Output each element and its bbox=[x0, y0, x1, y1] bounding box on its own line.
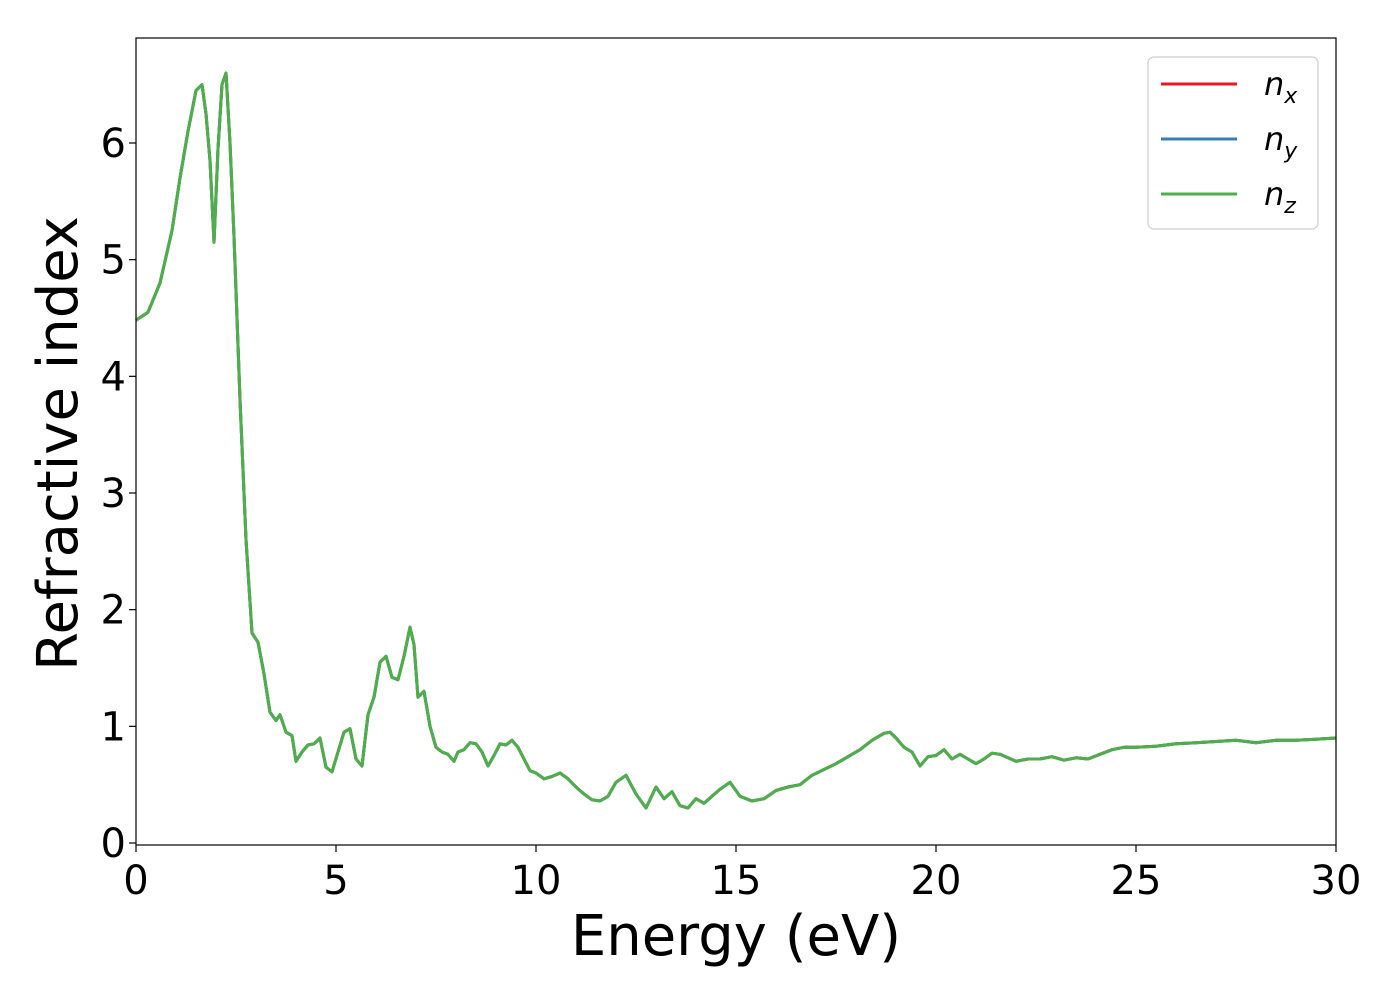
plot-area-frame bbox=[135, 37, 1337, 846]
legend-label-n_z: nz bbox=[1264, 175, 1296, 219]
legend: nx ny nz bbox=[1147, 56, 1319, 230]
y-tick-label: 6 bbox=[101, 121, 126, 167]
y-tick-label: 1 bbox=[101, 704, 126, 750]
legend-label-n_y: ny bbox=[1264, 120, 1298, 164]
x-tick-label: 0 bbox=[123, 858, 148, 904]
y-tick-label: 0 bbox=[101, 821, 126, 867]
x-tick-label: 10 bbox=[511, 858, 562, 904]
series-line-n_z bbox=[135, 71, 1337, 810]
x-tick-label: 25 bbox=[1111, 858, 1162, 904]
x-tick-label: 5 bbox=[323, 858, 348, 904]
x-axis-ticks: 0 5 10 15 20 25 30 bbox=[123, 845, 1361, 904]
y-tick-label: 4 bbox=[101, 354, 126, 400]
x-tick-label: 15 bbox=[711, 858, 762, 904]
legend-box bbox=[1147, 56, 1319, 230]
series-layer bbox=[135, 71, 1337, 810]
y-tick-label: 3 bbox=[101, 471, 126, 517]
x-axis-title: Energy (eV) bbox=[571, 904, 901, 969]
y-tick-label: 2 bbox=[101, 588, 126, 634]
y-axis-title: Refractive index bbox=[26, 216, 91, 671]
legend-label-n_x: nx bbox=[1264, 65, 1298, 109]
y-axis-ticks: 0 1 2 3 4 5 6 bbox=[101, 121, 136, 867]
x-tick-label: 20 bbox=[911, 858, 962, 904]
x-tick-label: 30 bbox=[1311, 858, 1362, 904]
y-tick-label: 5 bbox=[101, 238, 126, 284]
